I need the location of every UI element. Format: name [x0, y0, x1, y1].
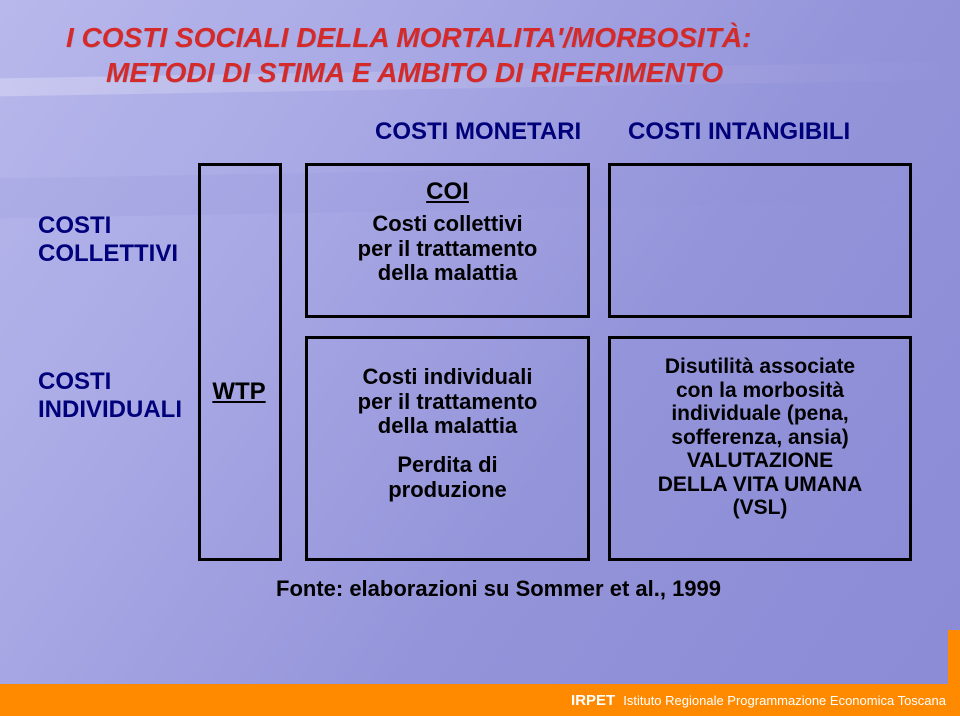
- footnote-source: Fonte: elaborazioni su Sommer et al., 19…: [276, 576, 896, 602]
- cell-line: (VSL): [621, 496, 899, 520]
- slide: I COSTI SOCIALI DELLA MORTALITA'/MORBOSI…: [0, 0, 960, 716]
- wtp-bracket-box: [198, 163, 282, 561]
- cell-line: della malattia: [318, 414, 577, 439]
- cell-line: della malattia: [318, 261, 577, 286]
- row-label-line: COSTI: [38, 368, 182, 396]
- cell-line: Perdita di: [318, 453, 577, 478]
- row-label-individuali: COSTI INDIVIDUALI: [38, 368, 182, 423]
- footer-bar: IRPET Istituto Regionale Programmazione …: [0, 684, 960, 716]
- cell-collettivi-intangibili: [608, 163, 912, 318]
- row-label-line: COSTI: [38, 212, 178, 240]
- column-header-intangibili: COSTI INTANGIBILI: [628, 118, 850, 146]
- title-line-2: METODI DI STIMA E AMBITO DI RIFERIMENTO: [106, 55, 916, 90]
- cell-line: sofferenza, ansia): [621, 426, 899, 450]
- cell-content: Disutilità associate con la morbosità in…: [611, 343, 909, 524]
- row-label-line: INDIVIDUALI: [38, 396, 182, 424]
- cell-line: VALUTAZIONE: [621, 449, 899, 473]
- cell-individuali-monetari: Costi individuali per il trattamento del…: [305, 336, 590, 561]
- cell-line: per il trattamento: [318, 237, 577, 262]
- cell-individuali-intangibili: Disutilità associate con la morbosità in…: [608, 336, 912, 561]
- row-label-line: COLLETTIVI: [38, 240, 178, 268]
- cell-line: DELLA VITA UMANA: [621, 473, 899, 497]
- cell-line: Costi individuali: [318, 365, 577, 390]
- cell-collettivi-monetari: COI Costi collettivi per il trattamento …: [305, 163, 590, 318]
- column-header-monetari: COSTI MONETARI: [375, 118, 581, 146]
- cell-line: individuale (pena,: [621, 402, 899, 426]
- cell-line: con la morbosità: [621, 379, 899, 403]
- cell-line: per il trattamento: [318, 390, 577, 415]
- cell-line: Disutilità associate: [621, 355, 899, 379]
- cell-line: produzione: [318, 478, 577, 503]
- title-line-1: I COSTI SOCIALI DELLA MORTALITA'/MORBOSI…: [66, 20, 916, 55]
- coi-heading: COI: [318, 178, 577, 206]
- cell-line: Costi collettivi: [318, 212, 577, 237]
- cell-content: Costi individuali per il trattamento del…: [308, 353, 587, 506]
- slide-title: I COSTI SOCIALI DELLA MORTALITA'/MORBOSI…: [66, 20, 916, 90]
- footer-acronym: IRPET: [571, 692, 615, 709]
- footer-full: Istituto Regionale Programmazione Econom…: [623, 693, 946, 708]
- cell-content: COI Costi collettivi per il trattamento …: [308, 166, 587, 290]
- side-accent-bar: [948, 630, 960, 684]
- footer-text: IRPET Istituto Regionale Programmazione …: [571, 692, 946, 709]
- row-label-collettivi: COSTI COLLETTIVI: [38, 212, 178, 267]
- wtp-label: WTP: [206, 378, 272, 406]
